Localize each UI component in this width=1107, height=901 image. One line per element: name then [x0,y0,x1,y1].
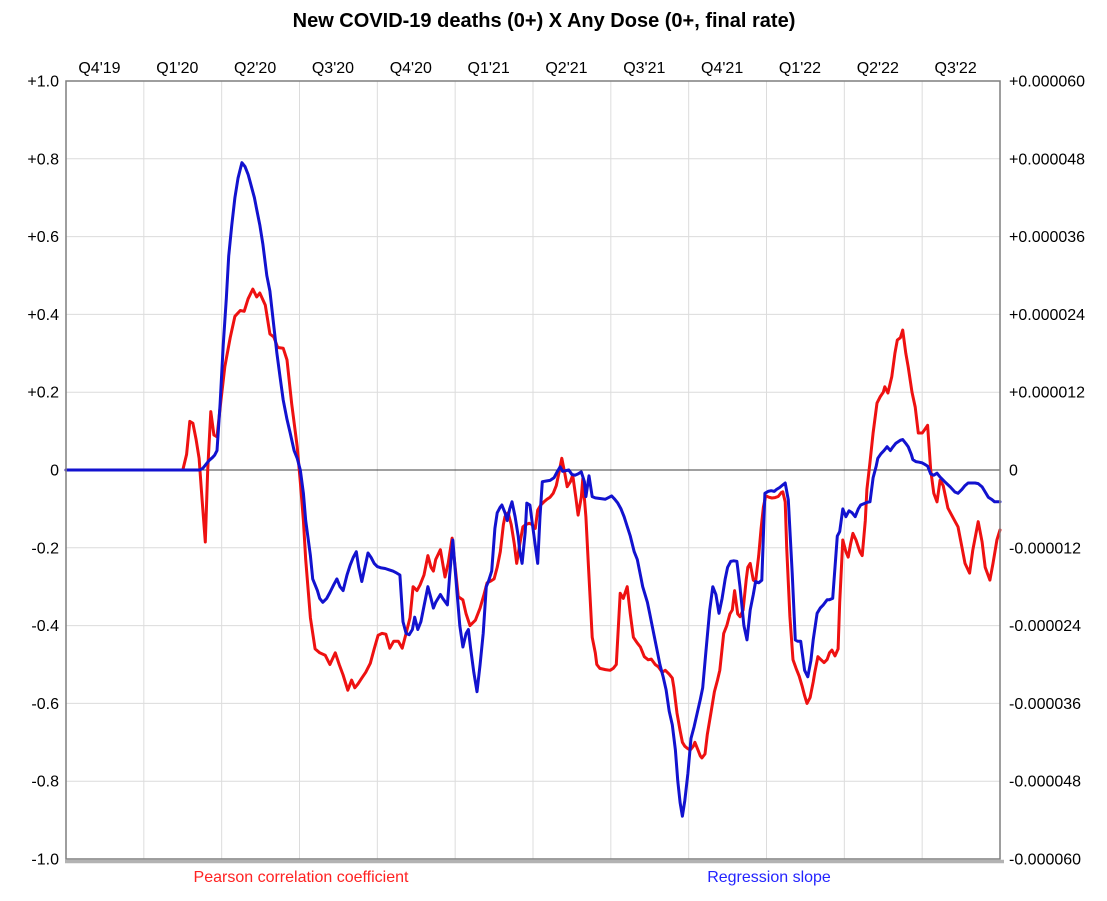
chart-title: New COVID-19 deaths (0+) X Any Dose (0+,… [292,10,796,32]
right-axis-tick-label: -0.000024 [1009,618,1081,635]
left-axis-tick-label: -0.6 [31,696,59,713]
x-axis-tick-label: Q2'22 [857,60,899,77]
right-axis-tick-label: -0.000060 [1009,852,1081,869]
x-axis-tick-label: Q2'21 [545,60,587,77]
left-axis-tick-label: -1.0 [31,852,59,869]
right-axis-tick-label: +0.000036 [1009,229,1085,246]
left-axis-tick-label: +0.4 [27,307,59,324]
plot-border [65,80,1001,860]
right-axis-tick-label: +0.000012 [1009,385,1085,402]
x-axis-tick-label: Q2'20 [234,60,276,77]
left-axis-tick-label: -0.2 [31,540,59,557]
right-axis-tick-label: -0.000012 [1009,540,1081,557]
x-axis-tick-label: Q4'19 [78,60,120,77]
x-axis-tick-label: Q4'20 [390,60,432,77]
left-axis-tick-label: 0 [50,463,59,480]
x-axis-tick-label: Q1'22 [779,60,821,77]
left-axis-tick-label: -0.4 [31,618,59,635]
x-axis-tick-label: Q3'22 [935,60,977,77]
left-axis-tick-label: +1.0 [27,74,59,91]
right-axis-tick-label: +0.000024 [1009,307,1085,324]
legend-slope-label: Regression slope [707,869,831,886]
right-axis-tick-label: -0.000048 [1009,774,1081,791]
left-axis-tick-label: +0.6 [27,229,59,246]
x-axis-tick-label: Q3'20 [312,60,354,77]
right-axis-tick-label: 0 [1009,463,1018,480]
left-axis-tick-label: -0.8 [31,774,59,791]
right-axis-tick-label: +0.000048 [1009,151,1085,168]
pearson-series-line [64,287,1002,760]
right-axis-tick-label: -0.000036 [1009,696,1081,713]
left-axis-tick-label: +0.8 [27,151,59,168]
x-axis-tick-label: Q4'21 [701,60,743,77]
x-axis-tick-label: Q3'21 [623,60,665,77]
x-axis-tick-label: Q1'20 [156,60,198,77]
slope-series-line [64,161,1002,818]
legend-pearson-label: Pearson correlation coefficient [193,869,409,886]
right-axis-tick-label: +0.000060 [1009,74,1085,91]
x-axis-tick-label: Q1'21 [468,60,510,77]
left-axis-tick-label: +0.2 [27,385,59,402]
